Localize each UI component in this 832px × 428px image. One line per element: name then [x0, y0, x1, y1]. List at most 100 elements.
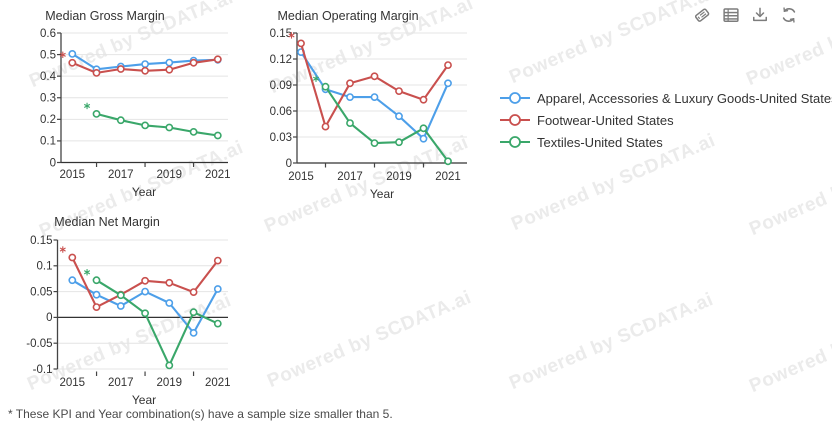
y-tick-label: 0.06: [270, 106, 292, 118]
data-point: [141, 66, 149, 75]
chart-median-gross-margin: Median Gross Margin 0 0.1 0.2 0.3 0.4 0.5 0.6 20…: [0, 0, 240, 209]
y-tick-label: 0.15: [30, 235, 52, 247]
legend-item-3[interactable]: Textiles-United States: [499, 131, 832, 153]
chart-title: Median Net Margin: [54, 215, 160, 229]
refresh-icon-glyph: [782, 7, 796, 23]
watermark-text: Powered by SCDATA.ai: [264, 287, 475, 393]
tag-icon-glyph: [694, 8, 710, 22]
table-icon[interactable]: [721, 5, 741, 25]
data-point: [165, 58, 174, 67]
data-point: [213, 285, 222, 293]
legend-marker: [500, 92, 530, 104]
x-tick-label: 2021: [205, 377, 231, 389]
data-point: [141, 276, 149, 285]
y-tick-label: 0.03: [270, 132, 292, 144]
toolbar: [692, 5, 799, 25]
data-point: [370, 93, 379, 101]
legend-label: Footwear-United States: [537, 112, 674, 128]
y-tick-label: 0.09: [270, 80, 292, 92]
data-point: [395, 112, 403, 121]
y-tick-label: 0: [46, 312, 52, 324]
data-point: [68, 276, 77, 285]
y-tick-label: 0.3: [40, 93, 56, 105]
median-operating-margin-plot[interactable]: Median Operating Margin 0 0.03 0.06 0.09 0.12…: [240, 0, 478, 204]
series-line: [324, 85, 450, 163]
x-tick-label: 2015: [60, 169, 86, 181]
data-point: [395, 138, 403, 147]
x-tick-label: 2017: [108, 377, 134, 389]
tag-icon[interactable]: [692, 5, 712, 25]
data-point: [141, 287, 149, 296]
legend-item-2[interactable]: Footwear-United States: [499, 109, 832, 131]
data-point: [213, 256, 222, 265]
x-tick-label: 2019: [157, 169, 183, 181]
y-tick-label: -0.05: [26, 338, 52, 350]
data-point: [68, 58, 77, 67]
series-textiles: [84, 102, 222, 140]
data-point: [321, 122, 330, 131]
legend-marker: [500, 114, 530, 126]
median-gross-margin-plot[interactable]: Median Gross Margin 0 0.1 0.2 0.3 0.4 0.5 0.6 20…: [0, 0, 240, 204]
data-point: [189, 329, 198, 337]
y-tick-label: -0.1: [33, 364, 53, 376]
legend-item-1[interactable]: Apparel, Accessories & Luxury Goods-Unit…: [499, 87, 832, 109]
watermark-text: Powered by SCDATA.ai: [506, 0, 717, 89]
data-point: [92, 290, 101, 299]
data-point: [165, 299, 174, 307]
data-point: [165, 361, 174, 370]
refresh-icon[interactable]: [779, 5, 799, 25]
legend-label: Textiles-United States: [537, 134, 663, 150]
y-tick-label: 0: [286, 158, 292, 170]
x-tick-label: 2021: [205, 169, 231, 181]
data-point: [116, 291, 125, 300]
chart-median-net-margin: Median Net Margin -0.1 -0.05 0 0.05 0.1 0.15 20…: [0, 205, 240, 428]
x-tick-label: 2017: [108, 169, 134, 181]
data-point: [141, 309, 149, 318]
series-apparel-accessories-luxury-goods: [68, 276, 222, 337]
series-footwear: [59, 246, 222, 311]
x-axis-title: Year: [132, 185, 156, 199]
x-axis-title: Year: [132, 393, 156, 407]
data-point: [444, 79, 452, 88]
watermark-text: Powered by SCDATA.ai: [746, 292, 832, 398]
data-point: [165, 123, 174, 132]
legend: Apparel, Accessories & Luxury Goods-Unit…: [499, 87, 832, 153]
footnote: * These KPI and Year combination(s) have…: [8, 407, 393, 421]
data-point: [141, 121, 149, 130]
data-point: [370, 72, 379, 81]
table-icon-glyph: [723, 8, 739, 22]
data-point: [68, 50, 77, 58]
data-point: [346, 119, 354, 127]
y-tick-label: 0.05: [30, 286, 52, 298]
data-point: [297, 39, 305, 48]
data-point: [444, 61, 452, 69]
download-icon-glyph: [753, 7, 767, 22]
data-point: [395, 87, 403, 95]
data-point: [189, 308, 198, 317]
data-point: [141, 60, 149, 68]
series-textiles: [312, 75, 452, 166]
y-tick-label: 0.2: [40, 114, 56, 126]
data-point: [444, 157, 452, 166]
x-tick-label: 2019: [386, 171, 412, 183]
chart-median-operating-margin: Median Operating Margin 0 0.03 0.06 0.09 0.12…: [240, 0, 478, 209]
x-tick-label: 2015: [60, 377, 86, 389]
y-tick-label: 0.12: [270, 54, 292, 66]
download-icon[interactable]: [750, 5, 770, 25]
series-line: [95, 279, 219, 367]
small-sample-asterisk: [312, 76, 320, 81]
chart-title: Median Operating Margin: [277, 9, 418, 23]
data-point: [116, 302, 125, 310]
y-tick-label: 0.5: [40, 49, 56, 61]
x-tick-label: 2019: [157, 377, 183, 389]
chart-title: Median Gross Margin: [45, 9, 165, 23]
data-point: [213, 319, 222, 328]
small-sample-asterisk: [84, 103, 91, 109]
small-sample-asterisk: [288, 33, 295, 38]
data-point: [92, 69, 101, 77]
y-tick-label: 0.1: [40, 136, 56, 148]
series-textiles: [84, 269, 222, 370]
data-point: [419, 124, 428, 133]
data-point: [116, 116, 125, 125]
median-net-margin-plot[interactable]: Median Net Margin -0.1 -0.05 0 0.05 0.1 0.15 20…: [0, 205, 240, 423]
